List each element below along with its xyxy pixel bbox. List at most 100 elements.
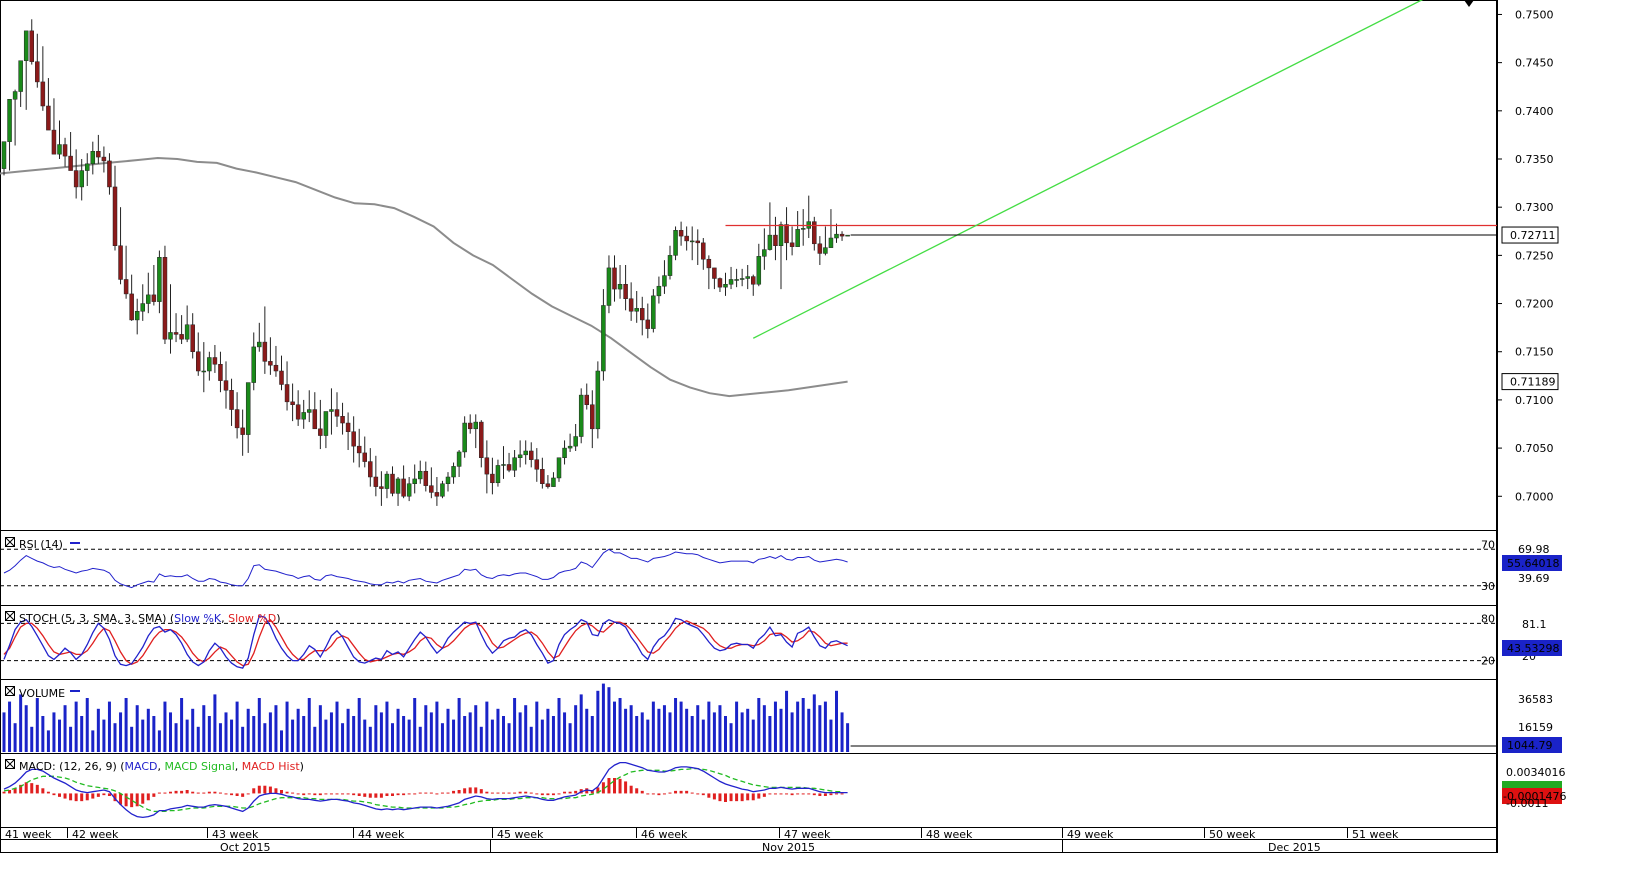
volume-bar [801,698,805,752]
volume-bar [701,719,705,752]
volume-bar [218,723,222,752]
volume-bar [529,726,533,752]
candle-down [129,293,134,321]
macd-hist-bar [13,788,17,794]
macd-hist-bar [124,793,128,807]
ma-price-tag: 0.71189 [1510,376,1556,389]
macd-hist-bar [773,793,777,795]
macd-hist-bar [107,793,111,796]
candle-up [828,237,834,248]
volume-bar [502,716,505,752]
panel-frames [0,0,1498,853]
volume-bar [346,708,350,752]
macd-hist-bar [35,784,39,794]
macd-hist-bar [407,793,411,795]
stoch-last-value-box [1502,640,1562,656]
candle-down [179,334,184,340]
volume-bar [80,716,84,752]
volume-bar [157,730,161,752]
volume-bar [513,698,517,752]
macd-hist-bar [313,793,317,796]
month-label: Nov 2015 [762,841,815,854]
candle-up [473,421,478,430]
volume-bar [662,705,666,752]
volume-bar [751,719,755,752]
month-label: Oct 2015 [220,841,271,854]
volume-bar [846,723,850,752]
macd-hist-tag-box [1502,788,1562,804]
macd-hist-bar [196,792,200,794]
candle-up [662,275,667,287]
volume-last-value: 1044.79 [1507,739,1553,752]
volume-bar [540,719,544,752]
volume-bar [119,712,123,752]
macd-hist-bar [618,778,622,794]
macd-hist-bar [607,778,611,794]
volume-bar [213,694,217,752]
candle-up [778,224,784,246]
macd-hist-bar [740,793,744,802]
macd-hist-bar [502,792,505,794]
candle-down [623,284,628,299]
stoch-d-label: Slow %D [228,612,276,625]
candle-up [146,294,151,304]
volume-bar [762,705,766,752]
macd-hist-bar [280,790,283,794]
candle-down [196,351,201,372]
volume-bar [46,730,50,752]
candle-up [673,230,678,256]
candle-down [684,235,689,242]
candle-down [817,243,823,254]
candle-up [728,279,734,285]
volume-bar [840,712,844,752]
volume-bar [30,726,34,752]
volume-bar [357,698,361,752]
volume-title: VOLUME [19,687,65,700]
volume-bar [363,719,367,752]
price-tick-label: 0.7200 [1515,298,1554,311]
moving-average-line [0,156,848,398]
macd-hist-bar [363,793,367,797]
last-price-tag: 0.72711 [1510,229,1556,242]
volume-bar [596,690,600,752]
price-tick-label: 0.7100 [1515,394,1554,407]
candle-down [62,144,68,157]
macd-hist-bar [690,792,694,794]
candle-up [329,409,334,412]
macd-hist-bar [812,793,816,796]
candle-up [689,240,695,243]
candle-up [601,305,606,372]
candle-down [118,245,123,280]
volume-bar [329,712,333,752]
candle-down [695,240,700,244]
volume-bar [391,723,394,752]
candle-down [640,308,645,321]
macd-hist-bar [130,793,134,808]
stoch-last-value: 43.53298 [1507,642,1560,655]
macd-hist-bar [52,793,56,796]
macd-hist-bar [174,790,178,794]
volume-bar [268,712,272,752]
volume-bar [674,698,678,752]
volume-bar [613,701,616,752]
macd-hist-bar [485,791,489,794]
volume-bar [585,708,589,752]
macd-hist-bar [585,788,589,794]
candle-up [451,466,456,478]
macd-hist-bar [119,793,123,805]
macd-hist-bar [712,793,716,800]
macd-hist-bar [551,793,555,796]
week-label: 50 week [1209,828,1256,841]
volume-bar [196,726,200,752]
candle-up [18,60,23,92]
volume-bar [835,690,838,752]
volume-bar [779,708,783,752]
candle-up [667,255,673,276]
candle-down [368,461,373,478]
candle-down [273,364,279,372]
macd-hist-bar [651,793,655,795]
macd-hist-bar [30,783,34,794]
volume-bar [496,708,500,752]
candle-down [190,324,195,352]
